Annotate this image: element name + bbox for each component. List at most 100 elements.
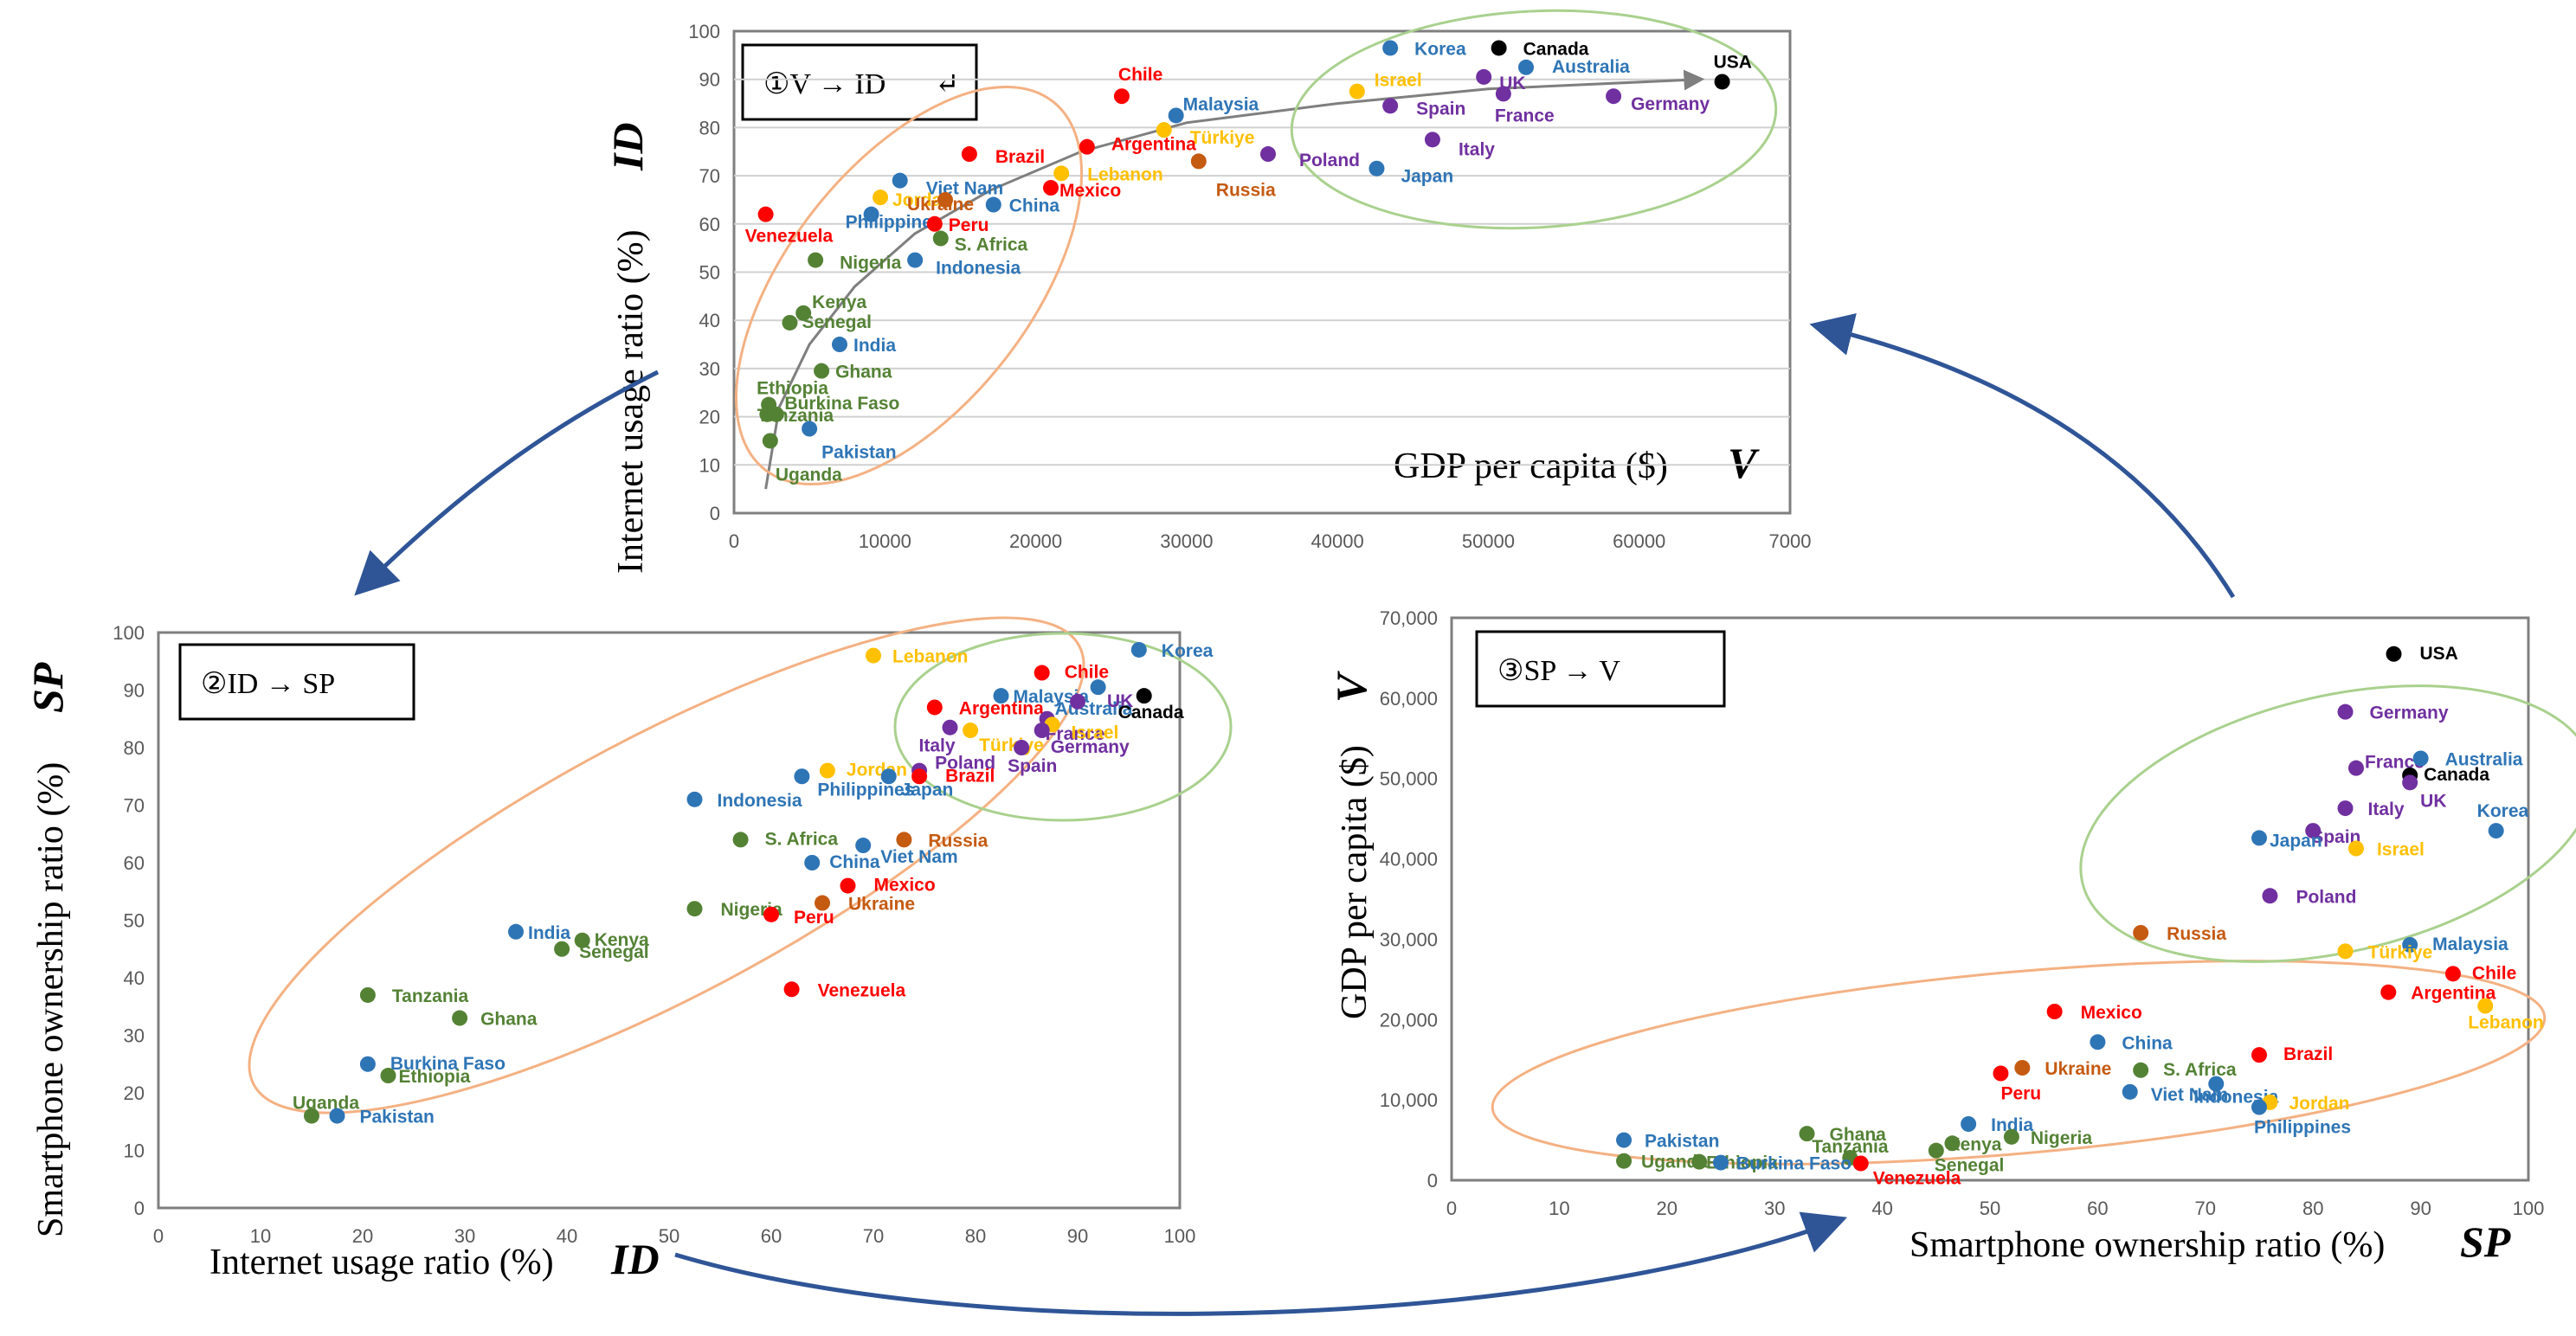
- panel-2-point-ethiopia: [380, 1068, 396, 1084]
- panel-3-point-label-ukraine: Ukraine: [2045, 1059, 2111, 1079]
- panel-1-point-label-chile: Chile: [1118, 65, 1162, 85]
- panel-3-point-label-lebanon: Lebanon: [2468, 1013, 2544, 1033]
- panel-2-point-label-peru: Peru: [794, 908, 834, 928]
- panel-1-x-tick-label: 30000: [1160, 530, 1213, 552]
- panel-2-y-tick-label: 70: [124, 795, 145, 817]
- panel-1-x-tick-label: 10000: [859, 530, 911, 552]
- panel-2-point-jordan: [819, 762, 835, 779]
- panel-1-point-pakistan: [802, 421, 818, 437]
- panel-1-point-label-uganda: Uganda: [776, 465, 842, 485]
- panel-2-point-tanzania: [359, 986, 376, 1003]
- panel-2-point-label-germany: Germany: [1051, 737, 1130, 757]
- panel-1-point-australia: [1518, 59, 1534, 75]
- panel-2-x-tick-label: 70: [863, 1225, 884, 1247]
- panel-1-point-label-malaysia: Malaysia: [1183, 94, 1259, 114]
- arrow-panel1-to-panel2: [354, 369, 660, 596]
- panel-1-point-label-indonesia: Indonesia: [936, 259, 1021, 279]
- panel-1-title: ①V → ID: [763, 68, 886, 100]
- panel-2-y-tick-label: 100: [113, 622, 145, 644]
- panel-3-point-label-ghana: Ghana: [1830, 1125, 1887, 1145]
- panel-2-x-tick-label: 90: [1067, 1225, 1088, 1247]
- panel-3-point-label-italy: Italy: [2368, 800, 2405, 819]
- panel-1-point-japan: [1368, 160, 1385, 177]
- panel-2-point-peru: [763, 906, 779, 922]
- panel-2-y-axis-var: SP: [23, 662, 72, 713]
- panel-1-point-canada: [1491, 40, 1507, 56]
- panel-2-point-argentina: [926, 699, 943, 716]
- panel-1-y-tick-label: 60: [699, 214, 720, 235]
- panel-3-point-australia: [2412, 750, 2429, 767]
- panel-3-y-tick-label: 0: [1427, 1170, 1438, 1191]
- panel-1-point-t-rkiye: [1156, 122, 1172, 138]
- panel-3-y-tick-label: 50,000: [1380, 768, 1438, 790]
- panel-2-point-label-china: China: [829, 852, 880, 872]
- panel-2-point-lebanon: [866, 647, 881, 664]
- panel-1-point-philippines: [863, 206, 879, 222]
- panel-3-point-label-china: China: [2122, 1033, 2173, 1053]
- panel-3-point-label-nigeria: Nigeria: [2031, 1128, 2093, 1148]
- panel-3-point-label-israel: Israel: [2377, 840, 2425, 860]
- panel-2-point-label-uk: UK: [1107, 691, 1133, 711]
- panel-1-point-label-senegal: Senegal: [802, 312, 872, 332]
- panel-3-point-uganda: [1616, 1153, 1633, 1169]
- panel-2-x-tick-label: 20: [352, 1225, 373, 1247]
- panel-2-point-label-venezuela: Venezuela: [818, 980, 906, 1000]
- panel-1-point-label-israel: Israel: [1375, 71, 1422, 91]
- panel-3-developing-cluster-ellipse: [1491, 960, 2547, 1166]
- panel-3-point-label-poland: Poland: [2296, 887, 2356, 907]
- panel-1-point-jordan: [873, 189, 889, 206]
- panel-2-point-mexico: [840, 877, 856, 894]
- panel-3-point-label-burkina-faso: Burkina Faso: [1736, 1154, 1852, 1174]
- panel-2-developed-cluster-ellipse: [893, 632, 1233, 822]
- panel-3-point-venezuela: [1852, 1155, 1869, 1172]
- panel-1-y-tick-label: 90: [699, 69, 720, 91]
- panel-2-point-label-india: India: [528, 923, 570, 943]
- panel-2-point-label-viet-nam: Viet Nam: [880, 847, 957, 867]
- panel-2-point-label-france: France: [1046, 724, 1105, 744]
- panel-3-point-korea: [2488, 823, 2504, 839]
- panel-2-point-indonesia: [686, 791, 703, 807]
- panel-2-y-axis-label: Smartphone ownership ratio (%): [31, 762, 71, 1237]
- panel-1-x-tick-label: 60000: [1613, 530, 1665, 552]
- panel-1-point-mexico: [1043, 180, 1059, 196]
- panel-1-point-label-nigeria: Nigeria: [840, 254, 902, 273]
- panel-1-point-france: [1495, 86, 1511, 102]
- panel-2-point-viet-nam: [855, 838, 872, 854]
- panel-2-point-label-japan: Japan: [901, 780, 954, 800]
- panel-2-point-label-italy: Italy: [919, 736, 956, 756]
- panel-3-point-japan: [2251, 830, 2267, 846]
- panel-2-point-korea: [1130, 641, 1147, 658]
- panel-2-point-label-poland: Poland: [935, 754, 995, 774]
- panel-2-y-tick-label: 90: [124, 680, 145, 702]
- panel-3-point-india: [1961, 1116, 1977, 1132]
- panel-1-y-tick-label: 20: [699, 407, 720, 428]
- panel-1-x-tick-label: 7000: [1769, 530, 1812, 552]
- panel-3-point-label-brazil: Brazil: [2283, 1044, 2333, 1064]
- panel-3-developed-cluster-ellipse: [2079, 684, 2576, 963]
- panel-1-point-china: [985, 196, 1001, 213]
- panel-2-point-senegal: [554, 941, 570, 957]
- panel-3-point-label-senegal: Senegal: [1935, 1156, 2005, 1176]
- panel-2-y-tick-label: 40: [124, 967, 145, 989]
- panel-2-x-tick-label: 100: [1164, 1225, 1196, 1247]
- panel-3-point-t-rkiye: [2337, 943, 2354, 960]
- panel-1-y-tick-label: 70: [699, 165, 720, 187]
- panel-3-point-senegal: [1928, 1142, 1944, 1159]
- panel-2-point-label-jordan: Jordan: [847, 761, 907, 780]
- panel-3-point-label-korea: Korea: [2477, 801, 2529, 821]
- panel-2-point-nigeria: [686, 901, 703, 917]
- panel-1-point-label-italy: Italy: [1459, 139, 1495, 159]
- panel-1-point-nigeria: [808, 252, 824, 268]
- panel-1-point-label-kenya: Kenya: [812, 292, 866, 312]
- panel-3-point-germany: [2337, 703, 2354, 720]
- panel-2-point-label-brazil: Brazil: [945, 766, 995, 786]
- panel-1-point-brazil: [961, 146, 977, 163]
- panel-1-point-chile: [1113, 88, 1130, 105]
- panel-3-y-tick-label: 10,000: [1380, 1089, 1438, 1111]
- panel-3-point-poland: [2262, 888, 2278, 904]
- panel-2-y-tick-label: 80: [124, 737, 145, 759]
- panel-1-point-senegal: [782, 314, 798, 331]
- panel-1: ①V → ID ↵ GDP per capita ($) V Internet …: [603, 43, 1760, 574]
